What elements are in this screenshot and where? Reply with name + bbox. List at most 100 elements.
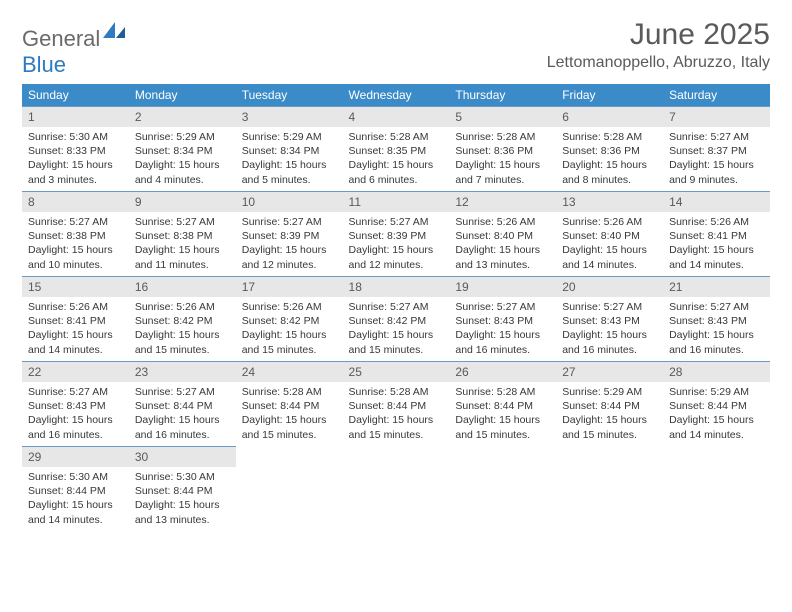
calendar-day-cell: 24Sunrise: 5:28 AMSunset: 8:44 PMDayligh… (236, 362, 343, 447)
day-number: 23 (129, 362, 236, 382)
calendar-day-cell: 2Sunrise: 5:29 AMSunset: 8:34 PMDaylight… (129, 107, 236, 192)
title-block: June 2025 Lettomanoppello, Abruzzo, Ital… (547, 18, 770, 72)
calendar-day-cell: 26Sunrise: 5:28 AMSunset: 8:44 PMDayligh… (449, 362, 556, 447)
weekday-header-row: SundayMondayTuesdayWednesdayThursdayFrid… (22, 84, 770, 107)
day-number: 4 (343, 107, 450, 127)
day-number: 5 (449, 107, 556, 127)
day-details: Sunrise: 5:27 AMSunset: 8:43 PMDaylight:… (556, 297, 663, 361)
day-number: 2 (129, 107, 236, 127)
day-details: Sunrise: 5:28 AMSunset: 8:35 PMDaylight:… (343, 127, 450, 191)
calendar-day-cell: 14Sunrise: 5:26 AMSunset: 8:41 PMDayligh… (663, 192, 770, 277)
day-details: Sunrise: 5:28 AMSunset: 8:36 PMDaylight:… (449, 127, 556, 191)
calendar-day-cell: 4Sunrise: 5:28 AMSunset: 8:35 PMDaylight… (343, 107, 450, 192)
day-details: Sunrise: 5:27 AMSunset: 8:39 PMDaylight:… (343, 212, 450, 276)
calendar-day-cell: 19Sunrise: 5:27 AMSunset: 8:43 PMDayligh… (449, 277, 556, 362)
weekday-header: Sunday (22, 84, 129, 107)
weekday-header: Wednesday (343, 84, 450, 107)
calendar-day-cell: 27Sunrise: 5:29 AMSunset: 8:44 PMDayligh… (556, 362, 663, 447)
day-details: Sunrise: 5:28 AMSunset: 8:44 PMDaylight:… (236, 382, 343, 446)
day-details: Sunrise: 5:27 AMSunset: 8:44 PMDaylight:… (129, 382, 236, 446)
day-details: Sunrise: 5:26 AMSunset: 8:41 PMDaylight:… (663, 212, 770, 276)
calendar-day-cell: 7Sunrise: 5:27 AMSunset: 8:37 PMDaylight… (663, 107, 770, 192)
day-number: 18 (343, 277, 450, 297)
day-number: 26 (449, 362, 556, 382)
day-details: Sunrise: 5:27 AMSunset: 8:43 PMDaylight:… (663, 297, 770, 361)
logo-text: General Blue (22, 26, 125, 78)
day-details: Sunrise: 5:28 AMSunset: 8:36 PMDaylight:… (556, 127, 663, 191)
logo-sail-icon (103, 22, 125, 43)
day-details: Sunrise: 5:27 AMSunset: 8:37 PMDaylight:… (663, 127, 770, 191)
calendar-day-cell: 16Sunrise: 5:26 AMSunset: 8:42 PMDayligh… (129, 277, 236, 362)
day-details: Sunrise: 5:29 AMSunset: 8:34 PMDaylight:… (236, 127, 343, 191)
day-details: Sunrise: 5:30 AMSunset: 8:44 PMDaylight:… (22, 467, 129, 531)
calendar-empty-cell (343, 447, 450, 532)
day-details: Sunrise: 5:27 AMSunset: 8:43 PMDaylight:… (449, 297, 556, 361)
weekday-header: Friday (556, 84, 663, 107)
calendar-day-cell: 25Sunrise: 5:28 AMSunset: 8:44 PMDayligh… (343, 362, 450, 447)
day-details: Sunrise: 5:28 AMSunset: 8:44 PMDaylight:… (343, 382, 450, 446)
calendar-day-cell: 22Sunrise: 5:27 AMSunset: 8:43 PMDayligh… (22, 362, 129, 447)
weekday-header: Saturday (663, 84, 770, 107)
day-details: Sunrise: 5:27 AMSunset: 8:39 PMDaylight:… (236, 212, 343, 276)
calendar-week-row: 29Sunrise: 5:30 AMSunset: 8:44 PMDayligh… (22, 447, 770, 532)
day-details: Sunrise: 5:30 AMSunset: 8:33 PMDaylight:… (22, 127, 129, 191)
day-number: 21 (663, 277, 770, 297)
calendar-day-cell: 13Sunrise: 5:26 AMSunset: 8:40 PMDayligh… (556, 192, 663, 277)
day-number: 14 (663, 192, 770, 212)
day-details: Sunrise: 5:27 AMSunset: 8:38 PMDaylight:… (129, 212, 236, 276)
calendar-day-cell: 28Sunrise: 5:29 AMSunset: 8:44 PMDayligh… (663, 362, 770, 447)
calendar-empty-cell (663, 447, 770, 532)
day-number: 7 (663, 107, 770, 127)
weekday-header: Tuesday (236, 84, 343, 107)
day-details: Sunrise: 5:26 AMSunset: 8:40 PMDaylight:… (556, 212, 663, 276)
day-number: 9 (129, 192, 236, 212)
calendar-day-cell: 12Sunrise: 5:26 AMSunset: 8:40 PMDayligh… (449, 192, 556, 277)
day-number: 6 (556, 107, 663, 127)
day-number: 30 (129, 447, 236, 467)
calendar-day-cell: 10Sunrise: 5:27 AMSunset: 8:39 PMDayligh… (236, 192, 343, 277)
day-details: Sunrise: 5:26 AMSunset: 8:41 PMDaylight:… (22, 297, 129, 361)
day-details: Sunrise: 5:30 AMSunset: 8:44 PMDaylight:… (129, 467, 236, 531)
day-details: Sunrise: 5:29 AMSunset: 8:34 PMDaylight:… (129, 127, 236, 191)
day-details: Sunrise: 5:29 AMSunset: 8:44 PMDaylight:… (663, 382, 770, 446)
calendar-empty-cell (556, 447, 663, 532)
month-title: June 2025 (547, 18, 770, 52)
day-details: Sunrise: 5:28 AMSunset: 8:44 PMDaylight:… (449, 382, 556, 446)
day-number: 10 (236, 192, 343, 212)
calendar-day-cell: 29Sunrise: 5:30 AMSunset: 8:44 PMDayligh… (22, 447, 129, 532)
day-details: Sunrise: 5:26 AMSunset: 8:42 PMDaylight:… (236, 297, 343, 361)
calendar-day-cell: 15Sunrise: 5:26 AMSunset: 8:41 PMDayligh… (22, 277, 129, 362)
calendar-day-cell: 6Sunrise: 5:28 AMSunset: 8:36 PMDaylight… (556, 107, 663, 192)
calendar-day-cell: 8Sunrise: 5:27 AMSunset: 8:38 PMDaylight… (22, 192, 129, 277)
calendar-day-cell: 17Sunrise: 5:26 AMSunset: 8:42 PMDayligh… (236, 277, 343, 362)
weekday-header: Thursday (449, 84, 556, 107)
calendar-day-cell: 20Sunrise: 5:27 AMSunset: 8:43 PMDayligh… (556, 277, 663, 362)
calendar-day-cell: 3Sunrise: 5:29 AMSunset: 8:34 PMDaylight… (236, 107, 343, 192)
weekday-header: Monday (129, 84, 236, 107)
day-number: 19 (449, 277, 556, 297)
calendar-week-row: 22Sunrise: 5:27 AMSunset: 8:43 PMDayligh… (22, 362, 770, 447)
day-number: 8 (22, 192, 129, 212)
day-number: 25 (343, 362, 450, 382)
calendar-week-row: 1Sunrise: 5:30 AMSunset: 8:33 PMDaylight… (22, 107, 770, 192)
calendar-empty-cell (449, 447, 556, 532)
day-number: 17 (236, 277, 343, 297)
day-number: 13 (556, 192, 663, 212)
calendar-day-cell: 1Sunrise: 5:30 AMSunset: 8:33 PMDaylight… (22, 107, 129, 192)
logo-word-general: General (22, 26, 100, 51)
calendar-day-cell: 11Sunrise: 5:27 AMSunset: 8:39 PMDayligh… (343, 192, 450, 277)
day-number: 29 (22, 447, 129, 467)
calendar-table: SundayMondayTuesdayWednesdayThursdayFrid… (22, 84, 770, 531)
day-number: 16 (129, 277, 236, 297)
calendar-day-cell: 9Sunrise: 5:27 AMSunset: 8:38 PMDaylight… (129, 192, 236, 277)
calendar-week-row: 15Sunrise: 5:26 AMSunset: 8:41 PMDayligh… (22, 277, 770, 362)
day-number: 20 (556, 277, 663, 297)
location-subtitle: Lettomanoppello, Abruzzo, Italy (547, 54, 770, 72)
calendar-empty-cell (236, 447, 343, 532)
calendar-page: General Blue June 2025 Lettomanoppello, … (0, 0, 792, 549)
day-details: Sunrise: 5:29 AMSunset: 8:44 PMDaylight:… (556, 382, 663, 446)
brand-logo: General Blue (22, 18, 125, 78)
page-header: General Blue June 2025 Lettomanoppello, … (22, 18, 770, 78)
day-details: Sunrise: 5:26 AMSunset: 8:42 PMDaylight:… (129, 297, 236, 361)
day-number: 28 (663, 362, 770, 382)
